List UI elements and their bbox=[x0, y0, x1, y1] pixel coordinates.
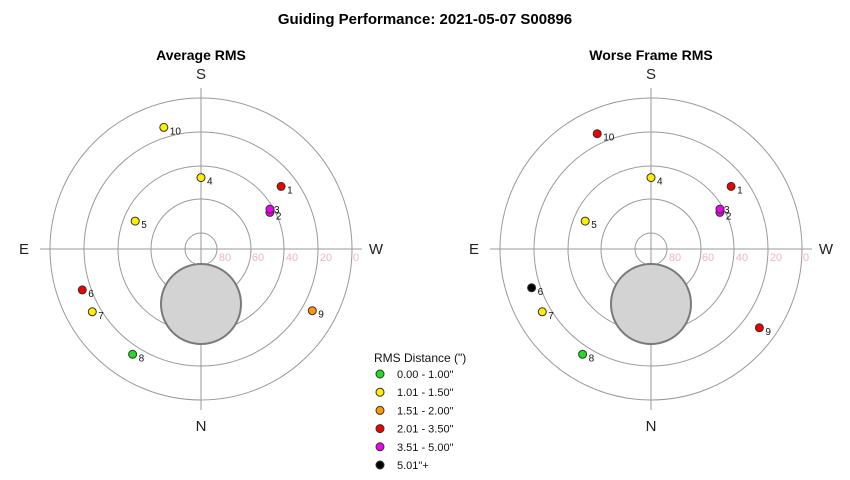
direction-label-left: E bbox=[469, 241, 479, 258]
ring-label: 20 bbox=[770, 252, 782, 264]
panel-title: Worse Frame RMS bbox=[589, 47, 712, 63]
guide-point bbox=[578, 349, 588, 359]
guide-point-label: 6 bbox=[538, 287, 544, 298]
guide-point-label: 4 bbox=[657, 177, 663, 188]
legend-entry-label: 0.00 - 1.00" bbox=[397, 369, 454, 381]
direction-label-bottom: N bbox=[646, 418, 657, 435]
direction-label-top: S bbox=[646, 66, 656, 83]
direction-label-top: S bbox=[196, 66, 206, 83]
guide-point-label: 8 bbox=[139, 353, 145, 364]
legend-swatch bbox=[375, 405, 385, 415]
guide-point bbox=[580, 216, 590, 226]
direction-label-right: W bbox=[819, 241, 834, 258]
guide-point bbox=[196, 173, 206, 183]
guide-point-label: 8 bbox=[589, 353, 595, 364]
figure-title: Guiding Performance: 2021-05-07 S00896 bbox=[278, 11, 572, 28]
guide-point bbox=[307, 306, 317, 316]
ring-label: 60 bbox=[702, 252, 714, 264]
guide-point-label: 5 bbox=[141, 220, 147, 231]
guide-point bbox=[77, 285, 87, 295]
guide-point-label: 3 bbox=[724, 205, 730, 216]
guide-point bbox=[130, 216, 140, 226]
legend-entry-label: 3.51 - 5.00" bbox=[397, 442, 454, 454]
guide-point bbox=[592, 129, 602, 139]
zenith-exclusion-zone bbox=[160, 263, 242, 345]
ring-label: 20 bbox=[320, 252, 332, 264]
guide-point bbox=[537, 307, 547, 317]
guide-point-label: 7 bbox=[548, 311, 554, 322]
guide-point bbox=[646, 173, 656, 183]
guide-point-label: 3 bbox=[274, 205, 280, 216]
guide-point-label: 2 bbox=[276, 211, 282, 222]
guide-point-label: 1 bbox=[737, 185, 743, 196]
guide-point-label: 7 bbox=[98, 311, 104, 322]
guide-point-label: 9 bbox=[765, 327, 771, 338]
guide-point bbox=[276, 181, 286, 191]
direction-label-bottom: N bbox=[196, 418, 207, 435]
legend-entry-label: 1.01 - 1.50" bbox=[397, 387, 454, 399]
guide-point bbox=[265, 204, 275, 214]
legend-entry-label: 2.01 - 3.50" bbox=[397, 424, 454, 436]
ring-label: 0 bbox=[803, 252, 809, 264]
legend-swatch bbox=[375, 442, 385, 452]
guide-point bbox=[159, 122, 169, 132]
guide-point bbox=[726, 181, 736, 191]
ring-label: 60 bbox=[252, 252, 264, 264]
panel-title: Average RMS bbox=[156, 47, 246, 63]
legend-swatch bbox=[375, 460, 385, 470]
legend-swatch bbox=[375, 387, 385, 397]
ring-label: 40 bbox=[736, 252, 748, 264]
legend-swatch bbox=[375, 424, 385, 434]
legend-swatch bbox=[375, 369, 385, 379]
guide-point bbox=[128, 349, 138, 359]
legend: RMS Distance (") 0.00 - 1.00" 1.01 - 1.50"… bbox=[374, 351, 466, 472]
guide-point bbox=[527, 283, 537, 293]
guide-point bbox=[87, 307, 97, 317]
guide-point-label: 10 bbox=[170, 126, 182, 137]
legend-entry-label: 5.01"+ bbox=[397, 460, 429, 472]
ring-label: 40 bbox=[286, 252, 298, 264]
guide-point-label: 1 bbox=[287, 185, 293, 196]
direction-label-right: W bbox=[369, 241, 384, 258]
ring-label: 0 bbox=[353, 252, 359, 264]
legend-entry-label: 1.51 - 2.00" bbox=[397, 405, 454, 417]
guide-point-label: 4 bbox=[207, 177, 213, 188]
guide-point bbox=[715, 204, 725, 214]
guide-point-label: 6 bbox=[88, 289, 94, 300]
ring-label: 80 bbox=[219, 252, 231, 264]
direction-label-left: E bbox=[19, 241, 29, 258]
zenith-exclusion-zone bbox=[610, 263, 692, 345]
guide-point-label: 5 bbox=[591, 220, 597, 231]
ring-label: 80 bbox=[669, 252, 681, 264]
guide-point-label: 9 bbox=[318, 310, 324, 321]
guide-point-label: 10 bbox=[603, 133, 615, 144]
guide-point-label: 2 bbox=[726, 211, 732, 222]
legend-title: RMS Distance (") bbox=[374, 351, 466, 365]
guide-point bbox=[754, 323, 764, 333]
